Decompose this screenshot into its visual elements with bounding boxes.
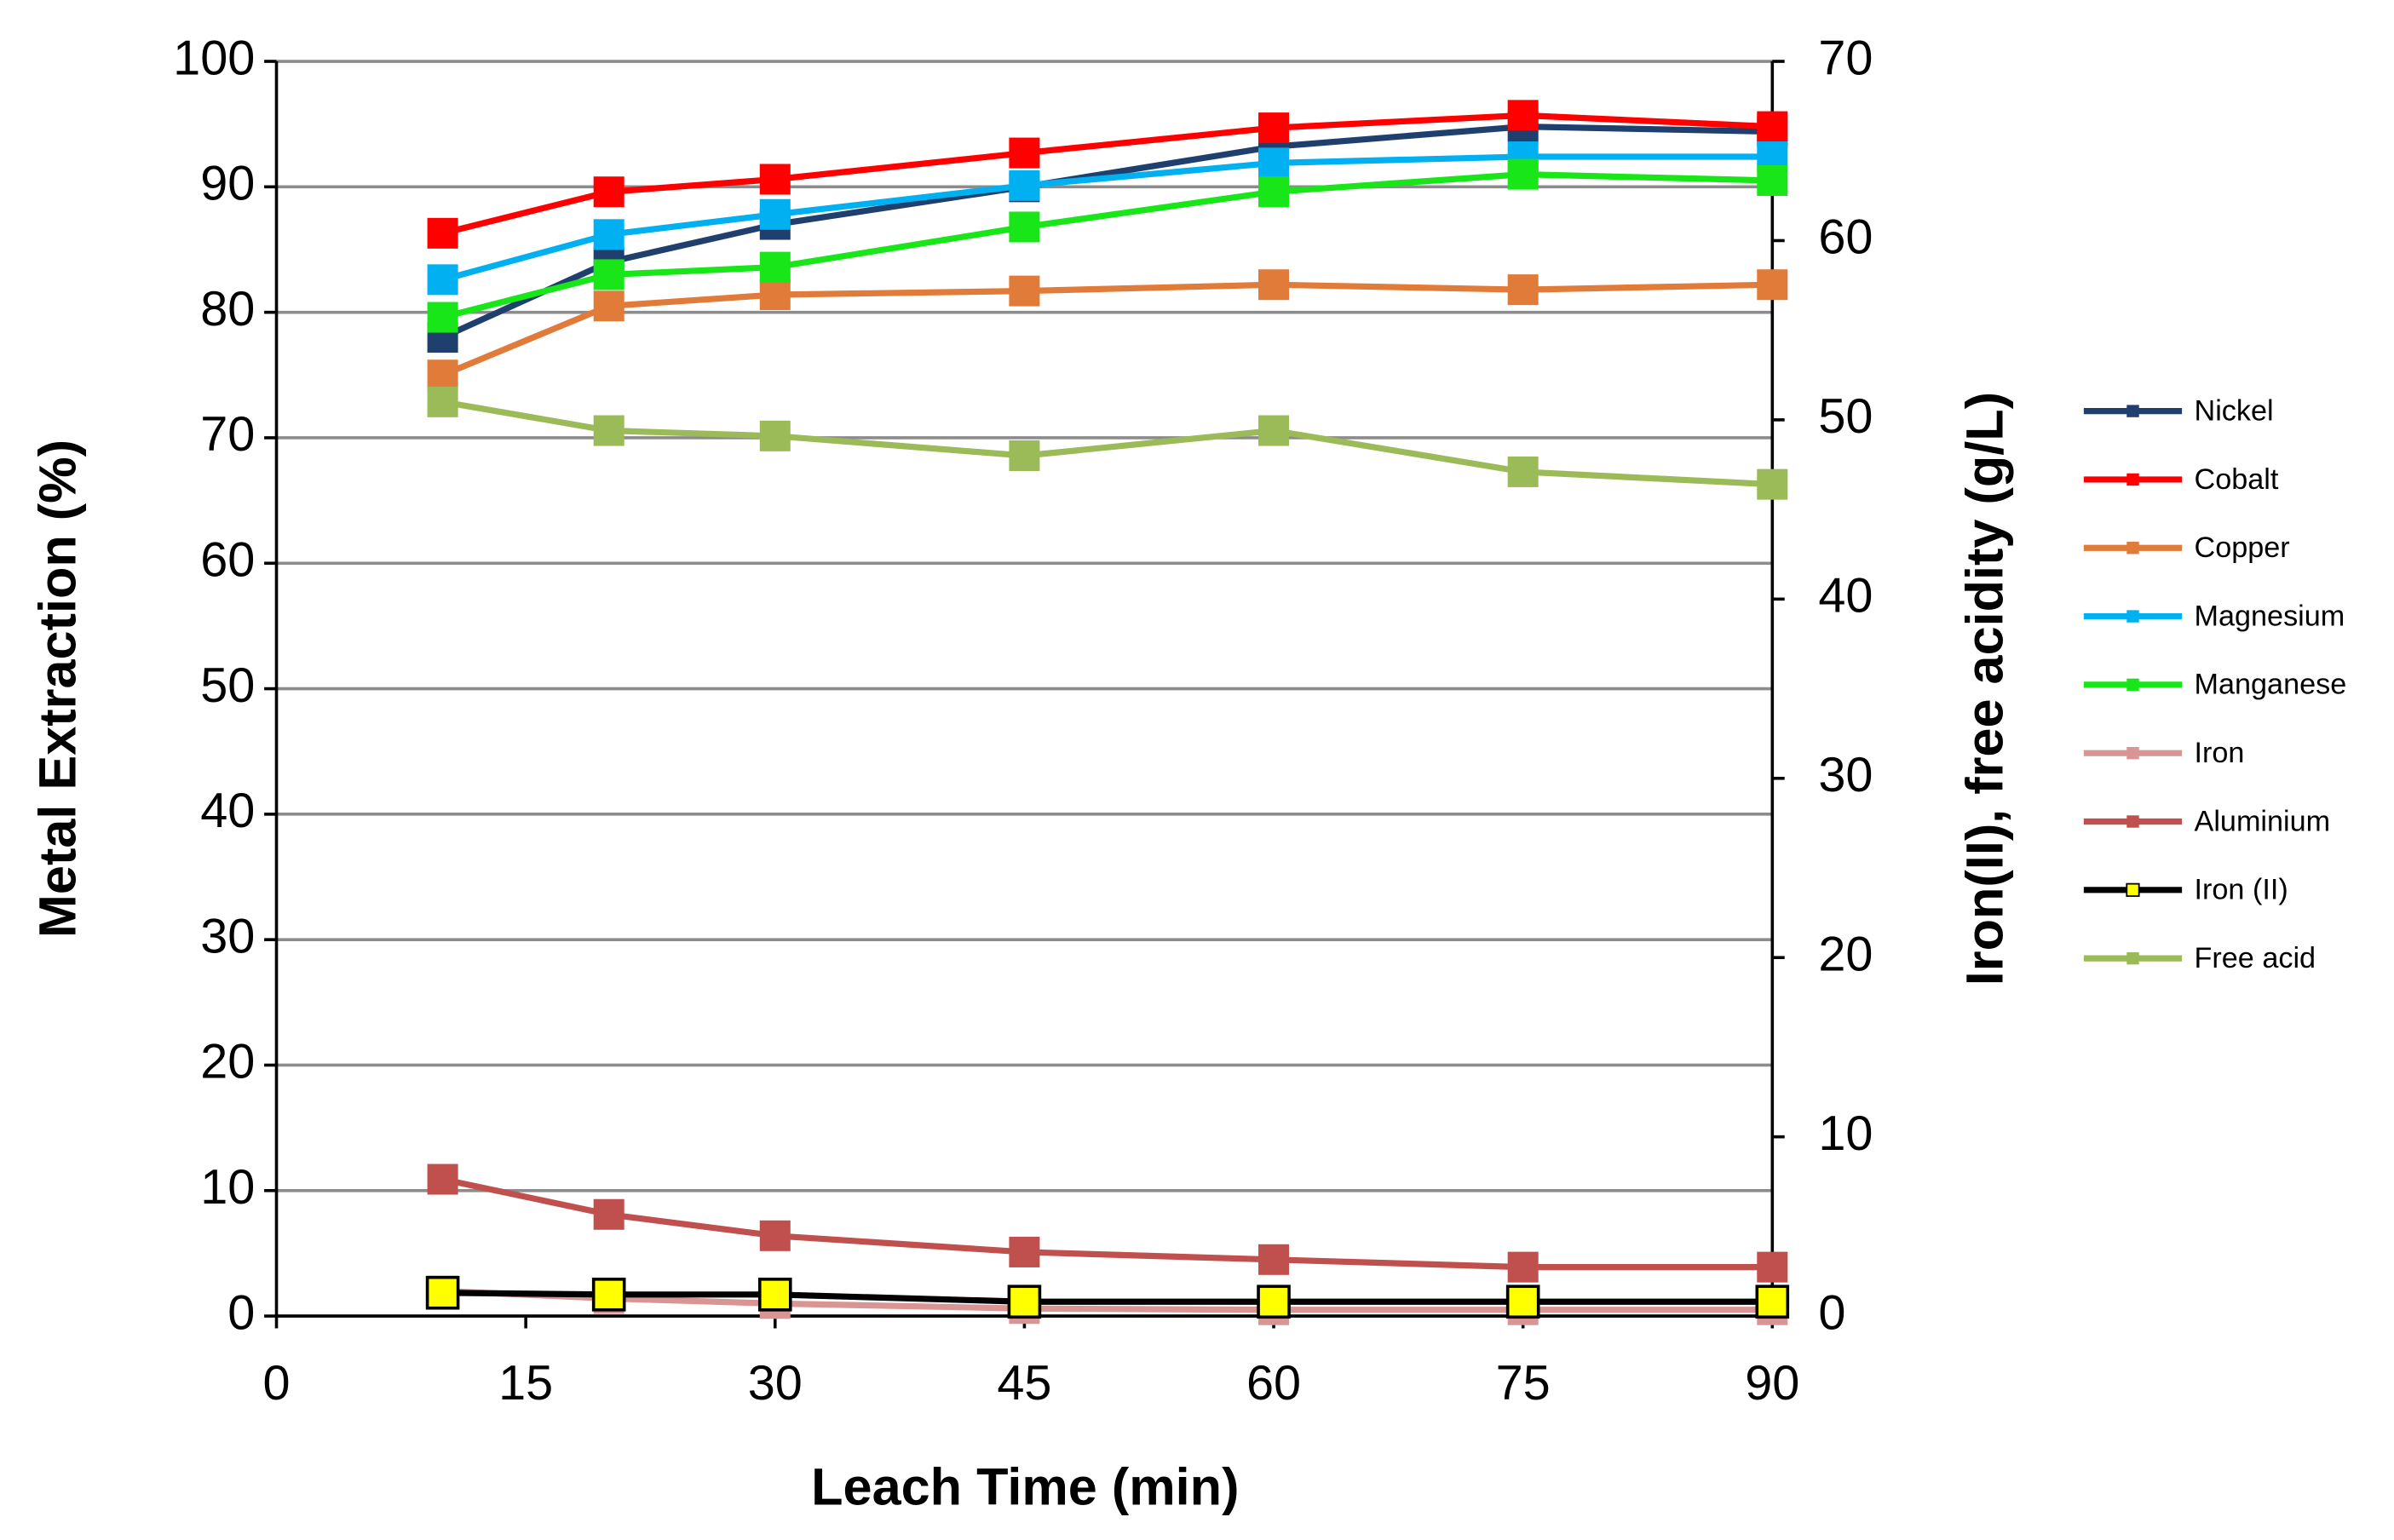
marker	[1009, 440, 1040, 471]
marker	[1258, 415, 1290, 446]
marker	[759, 1220, 791, 1251]
y-axis-title: Metal Extraction (%)	[29, 440, 87, 938]
marker	[1507, 456, 1539, 487]
y2-tick-label: 10	[1818, 1106, 1873, 1161]
marker	[427, 264, 458, 296]
y-tick-label: 80	[200, 282, 255, 336]
marker	[1007, 1284, 1042, 1319]
marker	[427, 359, 458, 391]
y2-tick-label: 50	[1818, 389, 1873, 444]
y-tick-label: 10	[200, 1160, 255, 1215]
marker	[1258, 176, 1290, 208]
marker	[427, 302, 458, 333]
marker	[1507, 100, 1539, 131]
marker	[593, 1198, 624, 1230]
x-axis-title: Leach Time (min)	[811, 1458, 1239, 1516]
legend-label: Manganese	[2195, 669, 2347, 701]
marker	[1757, 468, 1788, 500]
y2-tick-label: 60	[1818, 210, 1873, 265]
marker	[1009, 275, 1040, 307]
y-tick-label: 30	[200, 909, 255, 963]
marker	[1258, 147, 1290, 179]
marker	[425, 1275, 460, 1310]
marker	[759, 198, 791, 230]
x-tick-label: 90	[1745, 1356, 1799, 1411]
marker	[757, 1278, 792, 1312]
legend-label: Free acid	[2195, 942, 2316, 974]
legend-label: Copper	[2195, 532, 2290, 564]
legend-label: Cobalt	[2195, 463, 2279, 496]
y2-tick-label: 30	[1818, 748, 1873, 802]
y-tick-label: 50	[200, 658, 255, 713]
marker	[1505, 1284, 1540, 1319]
series-line	[441, 399, 1773, 488]
marker	[1009, 170, 1040, 201]
marker	[1507, 158, 1539, 190]
legend-marker	[2126, 678, 2139, 692]
legend-marker	[2126, 815, 2139, 828]
marker	[759, 420, 791, 451]
marker	[759, 164, 791, 195]
y2-tick-label: 70	[1818, 31, 1873, 85]
x-tick-label: 15	[498, 1356, 553, 1411]
y2-tick-label: 40	[1818, 569, 1873, 623]
marker	[1258, 112, 1290, 144]
legend-marker	[2126, 746, 2139, 760]
series-line	[441, 171, 1773, 321]
marker	[1507, 1251, 1539, 1283]
legend-label: Magnesium	[2195, 600, 2345, 632]
series-line	[441, 1175, 1773, 1271]
y2-axis-title: Iron(II), free acidity (g/L)	[1955, 392, 2013, 985]
marker	[593, 219, 624, 250]
legend-label: Iron	[2195, 737, 2245, 769]
y-tick-label: 0	[227, 1285, 255, 1340]
x-tick-label: 60	[1246, 1356, 1301, 1411]
legend-marker	[2126, 542, 2139, 555]
marker	[593, 415, 624, 446]
legend-marker	[2126, 473, 2139, 486]
y-tick-label: 90	[200, 157, 255, 211]
legend-label: Nickel	[2195, 394, 2274, 427]
marker	[1257, 1284, 1291, 1319]
marker	[1755, 1284, 1790, 1319]
y-tick-label: 70	[200, 407, 255, 462]
marker	[427, 386, 458, 417]
marker	[1757, 269, 1788, 301]
marker	[1507, 274, 1539, 306]
y-tick-label: 60	[200, 532, 255, 587]
marker	[1757, 111, 1788, 142]
legend-label: Aluminium	[2195, 805, 2331, 837]
series-line	[441, 281, 1773, 378]
x-tick-label: 45	[997, 1356, 1051, 1411]
legend-marker	[2126, 405, 2139, 417]
y2-tick-label: 20	[1818, 927, 1873, 981]
legend-marker	[2126, 951, 2139, 965]
x-tick-label: 0	[262, 1356, 290, 1411]
legend-marker	[2126, 882, 2140, 897]
marker	[759, 251, 791, 283]
marker	[1009, 211, 1040, 243]
x-tick-label: 30	[748, 1356, 803, 1411]
marker	[1258, 1244, 1290, 1275]
marker	[593, 259, 624, 290]
marker	[427, 1164, 458, 1195]
marker	[1258, 269, 1290, 301]
marker	[593, 176, 624, 208]
y2-tick-label: 0	[1818, 1285, 1845, 1340]
marker	[427, 217, 458, 249]
marker	[1757, 1251, 1788, 1283]
y-tick-label: 40	[200, 784, 255, 838]
legend-marker	[2126, 610, 2139, 623]
marker	[593, 290, 624, 322]
x-tick-label: 75	[1496, 1356, 1551, 1411]
marker	[1757, 164, 1788, 196]
marker	[1009, 1236, 1040, 1267]
marker	[1009, 137, 1040, 169]
marker	[591, 1278, 626, 1312]
legend-label: Iron (II)	[2195, 874, 2288, 906]
marker	[759, 279, 791, 311]
y-tick-label: 100	[173, 31, 255, 85]
y-tick-label: 20	[200, 1035, 255, 1089]
